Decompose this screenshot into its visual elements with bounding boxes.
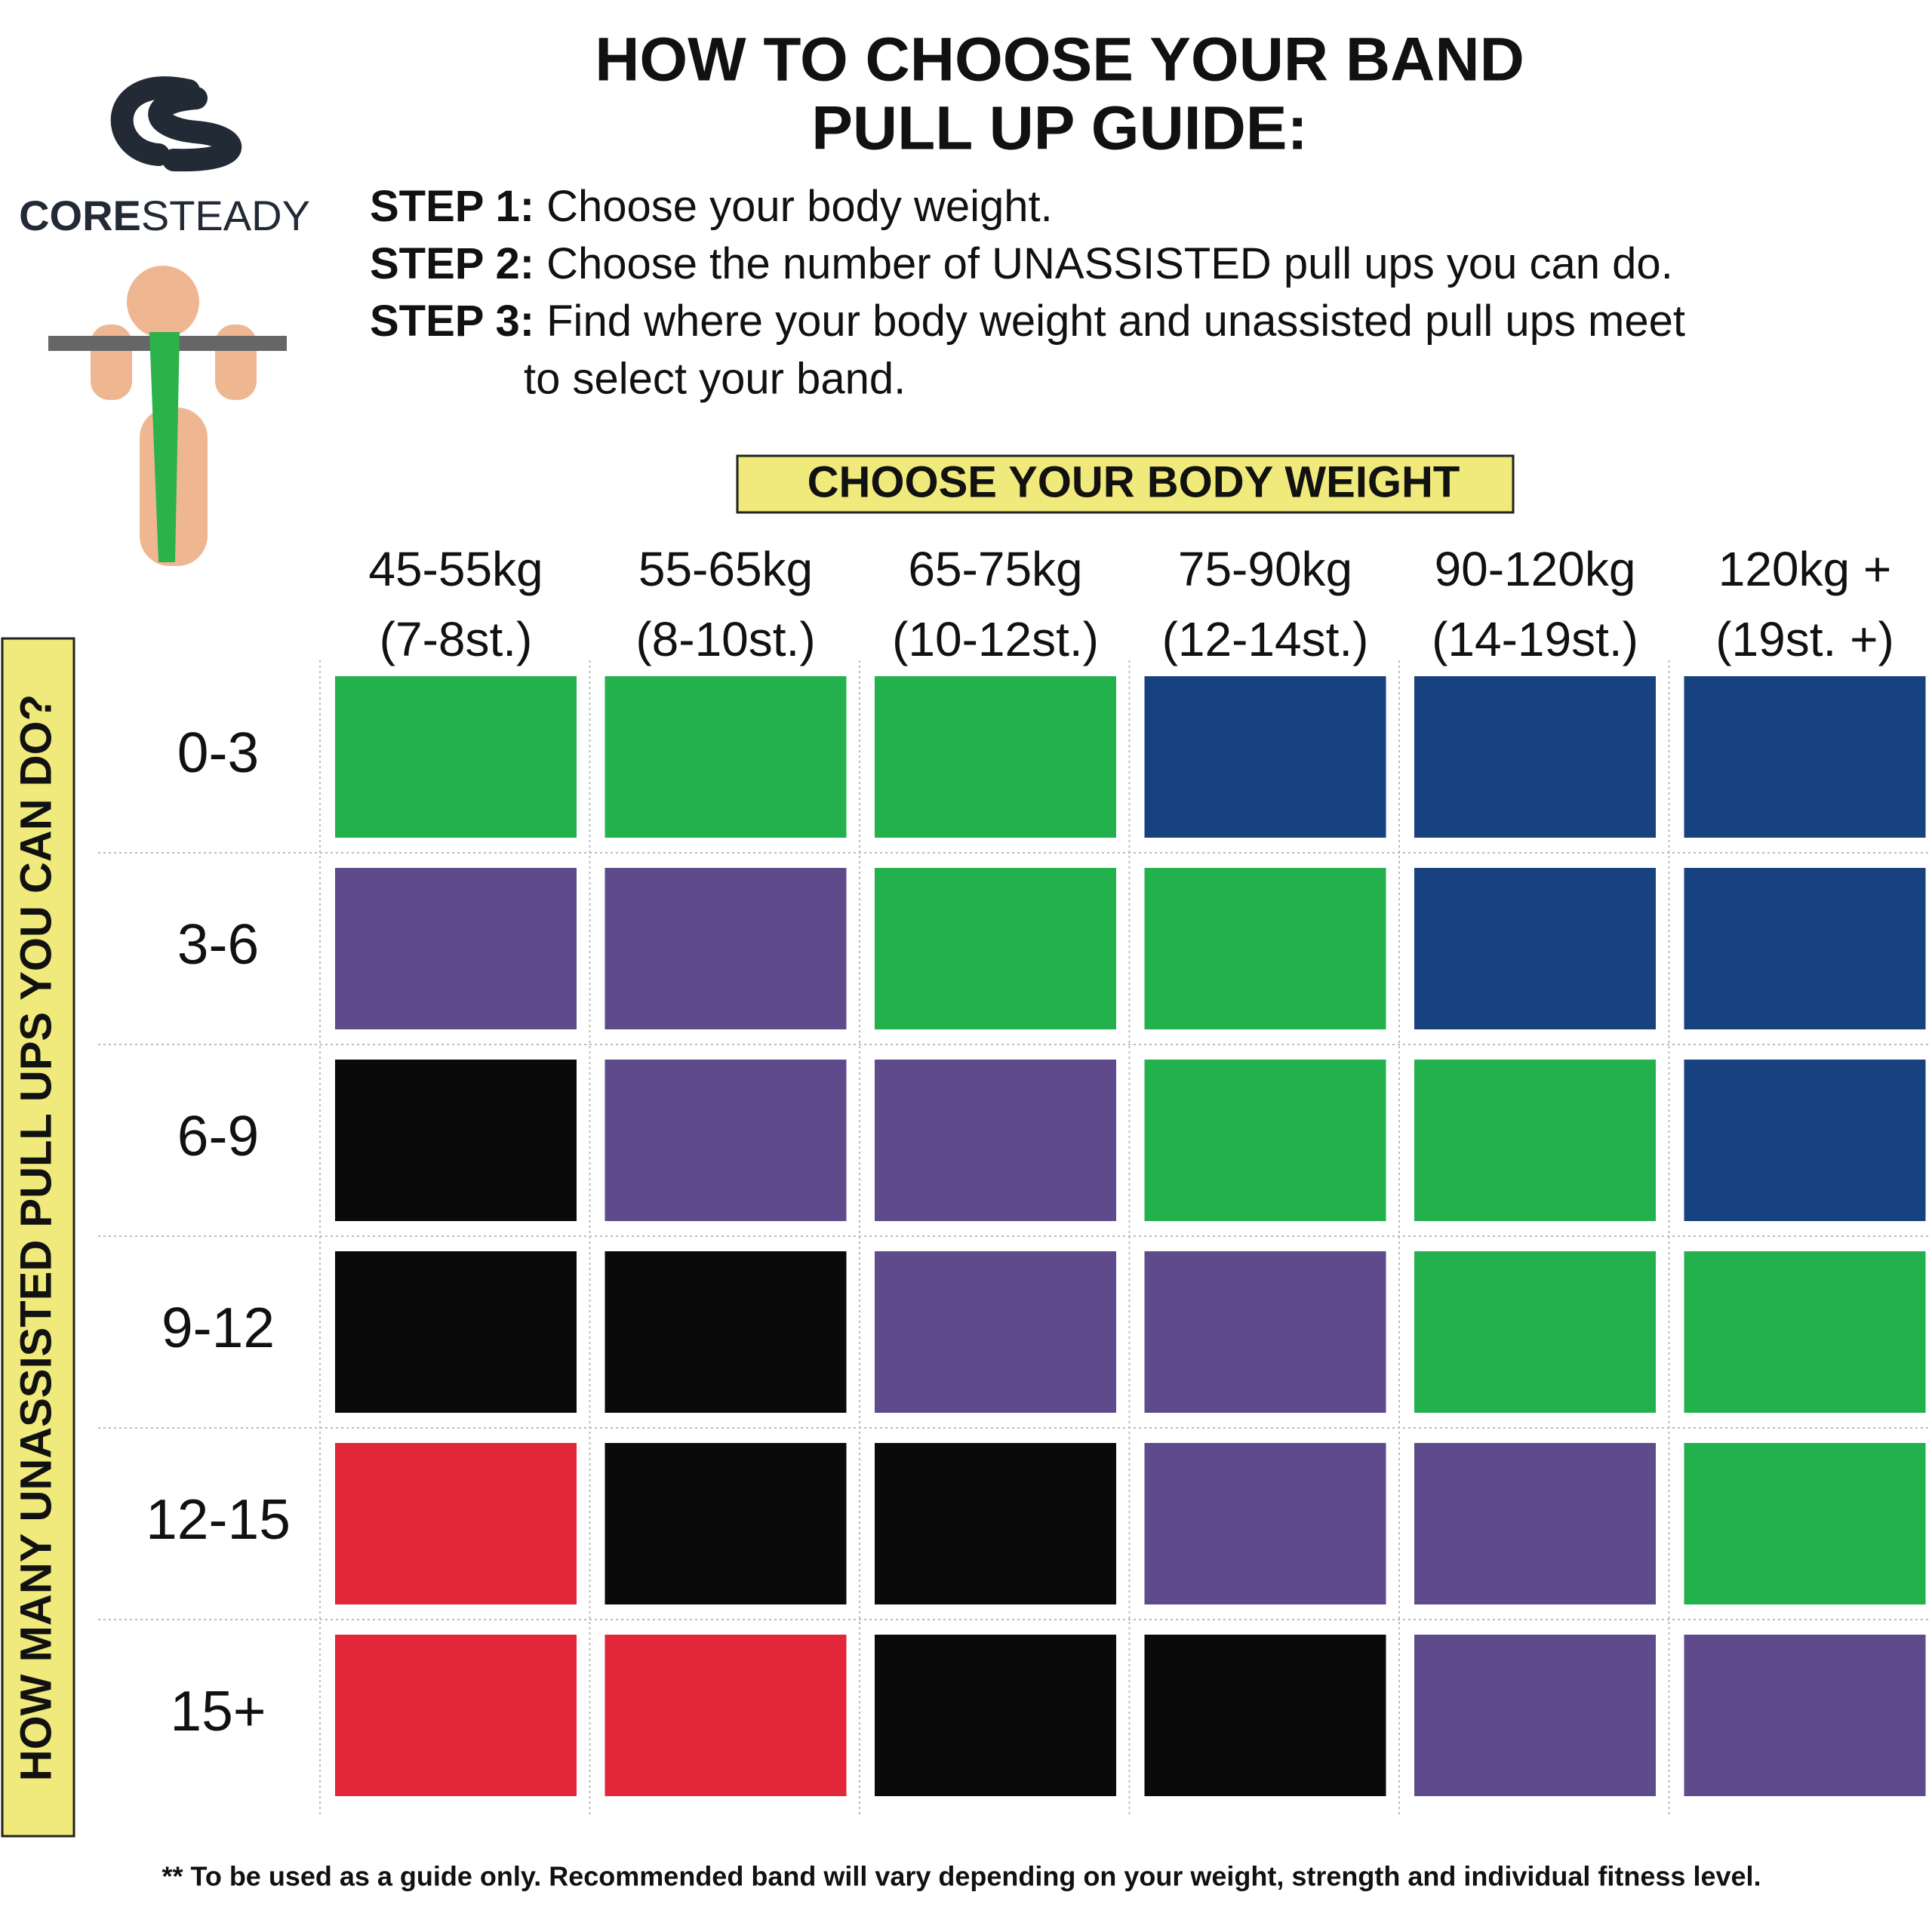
band-cell xyxy=(605,868,847,1029)
step-text: to select your band. xyxy=(524,354,906,403)
step: STEP 1: Choose your body weight. xyxy=(370,182,1053,231)
column-label: (10-12st.) xyxy=(892,612,1099,666)
column-label: 120kg + xyxy=(1718,542,1892,596)
band-cell xyxy=(1144,1443,1386,1604)
band-cell xyxy=(1144,1635,1386,1796)
column-label: (7-8st.) xyxy=(380,612,533,666)
band-cell xyxy=(1684,868,1926,1029)
band-cell xyxy=(335,1635,577,1796)
column-title-box xyxy=(736,454,1515,514)
column-label: 65-75kg xyxy=(908,542,1082,596)
row-label: 0-3 xyxy=(177,721,259,784)
row-label: 12-15 xyxy=(146,1487,291,1551)
band-cell xyxy=(875,1635,1116,1796)
band-cell xyxy=(1414,1060,1656,1221)
step: STEP 3: Find where your body weight and u… xyxy=(370,297,1685,346)
column-label: (19st. +) xyxy=(1715,612,1894,666)
column-label: (12-14st.) xyxy=(1162,612,1369,666)
band-cell xyxy=(605,1443,847,1604)
band-cell xyxy=(605,676,847,838)
band-cell xyxy=(605,1060,847,1221)
step-text: Choose your body weight. xyxy=(546,182,1053,231)
row-title-box xyxy=(1,637,75,1838)
column-label: (8-10st.) xyxy=(635,612,815,666)
band-cell xyxy=(875,1251,1116,1413)
step-label: STEP 2: xyxy=(370,239,534,288)
row-label: 15+ xyxy=(170,1679,266,1743)
grid: 45-55kg (7-8st.) 55-65kg (8-10st.) 65-75kg (1… xyxy=(98,542,1928,1815)
logo-mark xyxy=(110,76,242,172)
steps: STEP 1: Choose your body weight.STEP 2: Ch… xyxy=(370,182,1685,403)
footnote: ** To be used as a guide only. Recommend… xyxy=(162,1861,1761,1892)
title: PULL UP GUIDE: xyxy=(811,94,1308,163)
band-cell xyxy=(1144,676,1386,838)
step-text: Find where your body weight and unassist… xyxy=(546,297,1685,346)
step: STEP 2: Choose the number of UNASSISTED p… xyxy=(370,239,1673,288)
step-label: STEP 3: xyxy=(370,297,534,346)
band-cell xyxy=(1414,676,1656,838)
step-text: Choose the number of UNASSISTED pull ups… xyxy=(546,239,1673,288)
band-cell xyxy=(875,1443,1116,1604)
row-label: 3-6 xyxy=(177,912,259,976)
column-label: 55-65kg xyxy=(638,542,813,596)
band-cell xyxy=(875,676,1116,838)
band-cell xyxy=(335,868,577,1029)
column-label: 90-120kg xyxy=(1435,542,1636,596)
band-cell xyxy=(1144,1060,1386,1221)
band-cell xyxy=(1684,1060,1926,1221)
band-cell xyxy=(1684,1443,1926,1604)
figure xyxy=(48,266,287,566)
column-label: 75-90kg xyxy=(1178,542,1352,596)
row-label: 9-12 xyxy=(162,1296,275,1359)
band-cell xyxy=(1144,1251,1386,1413)
band-cell xyxy=(1684,1635,1926,1796)
column-label: (14-19st.) xyxy=(1432,612,1638,666)
band-cell xyxy=(1414,1635,1656,1796)
band-cell xyxy=(335,1060,577,1221)
band-cell xyxy=(875,868,1116,1029)
band-cell xyxy=(335,1443,577,1604)
column-title: CHOOSE YOUR BODY WEIGHT xyxy=(808,457,1460,506)
step-label: STEP 1: xyxy=(370,182,534,231)
band-cell xyxy=(1414,1251,1656,1413)
band-cell xyxy=(335,676,577,838)
column-label: 45-55kg xyxy=(368,542,543,596)
band-cell xyxy=(1144,868,1386,1029)
logo-text: CORESTEADY xyxy=(19,192,310,239)
band-cell xyxy=(335,1251,577,1413)
band-cell xyxy=(1414,868,1656,1029)
row-label: 6-9 xyxy=(177,1104,259,1168)
title: HOW TO CHOOSE YOUR BAND xyxy=(595,26,1524,94)
band-cell xyxy=(1684,676,1926,838)
row-title: HOW MANY UNASSISTED PULL UPS YOU CAN DO? xyxy=(11,694,60,1781)
band-cell xyxy=(875,1060,1116,1221)
band-cell xyxy=(605,1251,847,1413)
band-cell xyxy=(1684,1251,1926,1413)
band-cell xyxy=(605,1635,847,1796)
band-cell xyxy=(1414,1443,1656,1604)
